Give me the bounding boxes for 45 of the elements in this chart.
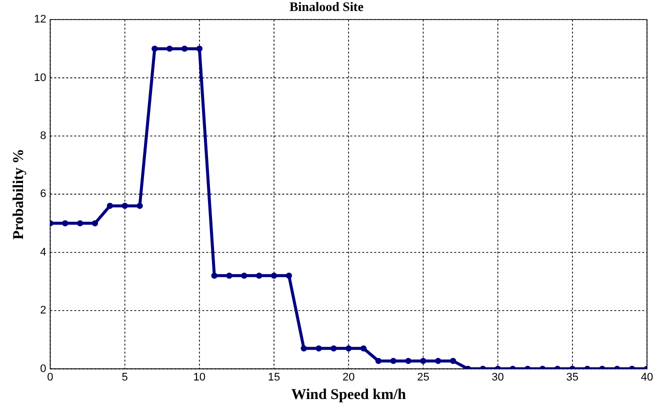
- x-tick-label: 5: [122, 371, 128, 384]
- point: [196, 46, 203, 52]
- x-tick-label: 30: [492, 371, 504, 384]
- y-tick-label: 6: [40, 188, 46, 200]
- y-tick-label: 4: [40, 246, 46, 258]
- y-tick-label: 0: [40, 362, 46, 375]
- point: [226, 272, 232, 279]
- point: [152, 46, 158, 52]
- x-tick-label: 40: [640, 371, 654, 384]
- point: [241, 272, 248, 279]
- x-axis-title: Wind Speed km/h: [291, 386, 407, 403]
- point: [300, 345, 307, 352]
- point: [346, 345, 352, 352]
- y-axis-title: Probability %: [10, 148, 27, 240]
- point: [360, 345, 367, 352]
- point: [256, 272, 262, 279]
- x-tick-label: 15: [268, 371, 280, 384]
- point: [136, 202, 143, 209]
- x-tick-label: 25: [417, 371, 430, 384]
- chart-title: Binalood Site: [289, 0, 364, 14]
- point: [435, 358, 442, 364]
- y-tick-label: 8: [40, 130, 46, 142]
- point: [405, 358, 412, 364]
- y-tick-label: 12: [34, 14, 46, 26]
- x-tick-label: 20: [342, 371, 355, 384]
- y-tick-label: 10: [34, 72, 46, 84]
- point: [166, 46, 173, 52]
- point: [62, 220, 68, 226]
- point: [450, 358, 456, 364]
- point: [76, 220, 84, 226]
- point: [106, 202, 114, 209]
- x-tick-label: 10: [193, 371, 206, 384]
- point: [316, 345, 322, 352]
- point: [286, 272, 292, 279]
- point: [375, 358, 382, 364]
- y-tick-label: 2: [40, 304, 46, 317]
- point: [122, 202, 128, 209]
- point: [181, 46, 188, 52]
- point: [92, 220, 98, 226]
- point: [330, 345, 337, 352]
- point: [211, 272, 218, 279]
- x-tick-label: 35: [566, 371, 579, 384]
- point: [390, 358, 396, 364]
- point: [270, 272, 278, 279]
- point: [420, 358, 426, 364]
